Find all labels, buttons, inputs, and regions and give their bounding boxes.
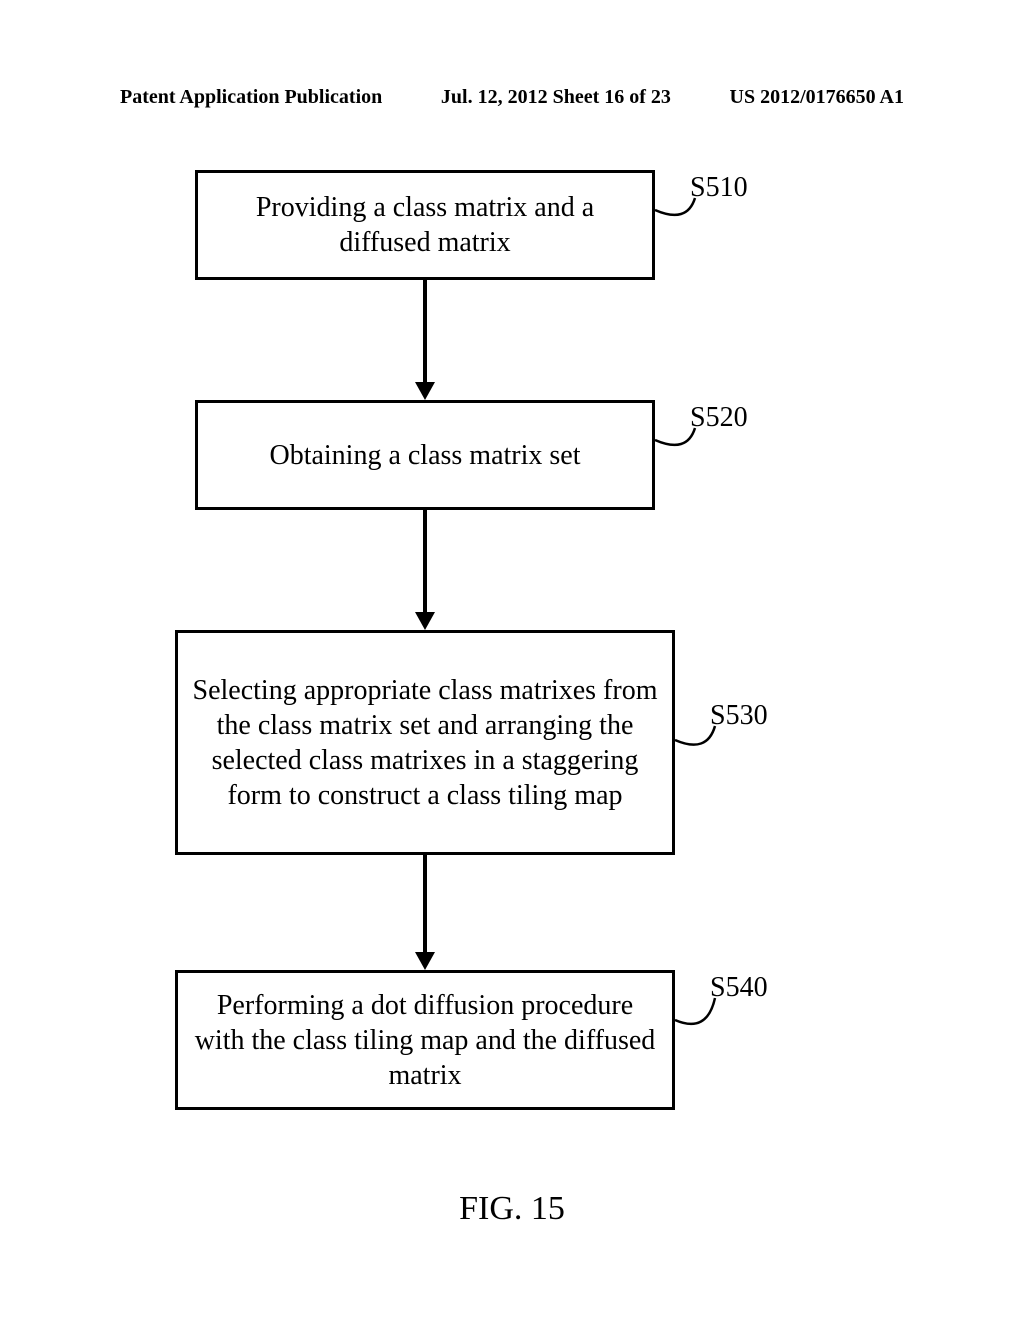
callout-curve	[670, 993, 740, 1045]
callout-curve	[650, 423, 720, 465]
flowchart-arrow	[423, 280, 427, 382]
flowchart-node: Providing a class matrix and a diffused …	[195, 170, 655, 280]
header-right: US 2012/0176650 A1	[730, 86, 904, 109]
figure-caption: FIG. 15	[0, 1190, 1024, 1228]
arrowhead-icon	[415, 952, 435, 970]
page-header: Patent Application Publication Jul. 12, …	[120, 86, 904, 109]
header-center: Jul. 12, 2012 Sheet 16 of 23	[441, 86, 671, 109]
flowchart-arrow	[423, 855, 427, 952]
flowchart-node: Selecting appropriate class matrixes fro…	[175, 630, 675, 855]
page-root: Patent Application Publication Jul. 12, …	[0, 0, 1024, 1320]
arrowhead-icon	[415, 382, 435, 400]
arrowhead-icon	[415, 612, 435, 630]
flowchart-node: Performing a dot diffusion procedure wit…	[175, 970, 675, 1110]
callout-curve	[670, 721, 740, 765]
flowchart-node-text: Obtaining a class matrix set	[269, 438, 580, 473]
flowchart-node: Obtaining a class matrix set	[195, 400, 655, 510]
flowchart-node-text: Performing a dot diffusion procedure wit…	[190, 988, 660, 1093]
flowchart-arrow	[423, 510, 427, 612]
flowchart-node-text: Providing a class matrix and a diffused …	[210, 190, 640, 260]
header-left: Patent Application Publication	[120, 86, 382, 109]
callout-curve	[650, 193, 720, 235]
flowchart-node-text: Selecting appropriate class matrixes fro…	[190, 673, 660, 813]
